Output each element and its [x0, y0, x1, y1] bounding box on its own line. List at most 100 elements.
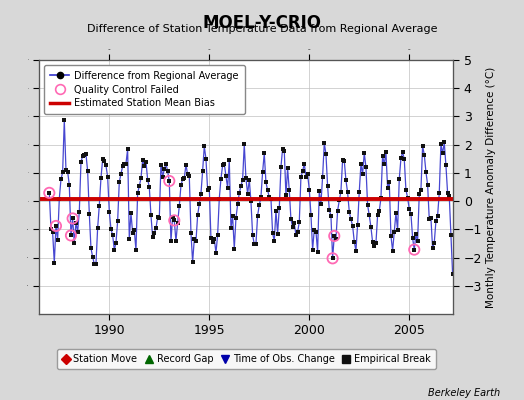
Legend: Station Move, Record Gap, Time of Obs. Change, Empirical Break: Station Move, Record Gap, Time of Obs. C… [57, 350, 436, 369]
Point [327, 212, 335, 219]
Point [374, 212, 382, 218]
Point [429, 245, 437, 252]
Point [322, 151, 330, 157]
Point [225, 157, 234, 164]
Point [315, 188, 323, 194]
Point [265, 194, 274, 200]
Point [340, 158, 348, 164]
Point [295, 219, 303, 226]
Point [352, 248, 360, 254]
Point [124, 146, 132, 152]
Point [244, 191, 252, 197]
Point [189, 259, 197, 265]
Point [103, 174, 112, 180]
Point [193, 212, 202, 219]
Point [394, 227, 402, 233]
Point [372, 240, 380, 246]
Point [185, 172, 193, 179]
Point [140, 162, 148, 169]
Text: Berkeley Earth: Berkeley Earth [428, 388, 500, 398]
Point [283, 165, 292, 172]
Point [390, 229, 398, 236]
Point [69, 215, 77, 222]
Point [375, 208, 384, 214]
Point [228, 213, 237, 220]
Point [127, 210, 135, 216]
Point [307, 211, 315, 218]
Point [267, 195, 275, 202]
Point [80, 152, 89, 158]
Point [170, 217, 179, 224]
Point [62, 166, 70, 173]
Point [205, 184, 213, 191]
Point [403, 194, 412, 201]
Point [387, 232, 395, 239]
Point [183, 171, 192, 178]
Point [187, 230, 195, 236]
Point [132, 247, 140, 253]
Point [445, 193, 453, 199]
Point [297, 174, 305, 180]
Point [245, 176, 254, 183]
Point [413, 238, 422, 244]
Point [282, 192, 290, 199]
Point [77, 159, 85, 166]
Point [285, 187, 293, 194]
Point [420, 152, 429, 158]
Point [150, 229, 158, 236]
Point [222, 173, 230, 179]
Point [330, 233, 339, 239]
Point [122, 160, 130, 167]
Point [232, 215, 240, 221]
Point [110, 246, 118, 253]
Point [290, 220, 299, 226]
Point [117, 170, 125, 177]
Point [382, 149, 390, 155]
Point [384, 185, 392, 192]
Point [200, 143, 209, 150]
Point [287, 216, 295, 223]
Point [302, 173, 310, 180]
Point [154, 214, 162, 220]
Point [447, 232, 455, 238]
Point [182, 162, 190, 168]
Point [108, 232, 117, 238]
Point [45, 190, 53, 196]
Point [310, 227, 319, 233]
Point [170, 217, 179, 224]
Point [55, 196, 63, 202]
Point [223, 184, 232, 191]
Text: MOEL-Y-CRIO: MOEL-Y-CRIO [202, 14, 322, 32]
Point [254, 212, 262, 219]
Point [135, 183, 144, 189]
Point [423, 181, 432, 188]
Point [357, 161, 365, 167]
Point [293, 229, 302, 235]
Point [305, 186, 313, 193]
Point [405, 206, 413, 212]
Point [442, 162, 450, 169]
Point [240, 141, 248, 148]
Point [72, 220, 80, 226]
Point [102, 162, 110, 169]
Point [233, 201, 242, 208]
Point [264, 187, 272, 193]
Point [69, 215, 77, 222]
Point [335, 197, 343, 204]
Point [430, 240, 439, 246]
Point [440, 139, 449, 146]
Y-axis label: Monthly Temperature Anomaly Difference (°C): Monthly Temperature Anomaly Difference (… [486, 66, 496, 308]
Point [113, 218, 122, 224]
Point [392, 210, 400, 216]
Text: Difference of Station Temperature Data from Regional Average: Difference of Station Temperature Data f… [87, 24, 437, 34]
Point [128, 229, 137, 236]
Point [300, 160, 309, 167]
Point [97, 175, 105, 181]
Point [400, 156, 408, 162]
Point [67, 232, 75, 239]
Point [332, 236, 340, 242]
Point [398, 149, 407, 155]
Point [313, 248, 322, 255]
Point [252, 241, 260, 247]
Point [125, 236, 134, 242]
